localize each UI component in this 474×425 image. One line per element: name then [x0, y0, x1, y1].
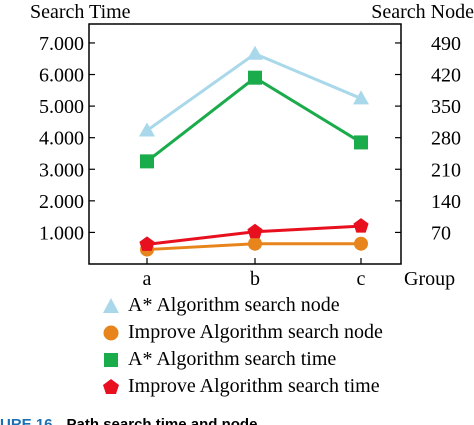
data-point-improve-algorithm-search-node: [248, 236, 262, 251]
right-tick-label: 280: [431, 128, 461, 150]
series-line-a-algorithm-search-node: [146, 52, 362, 132]
data-point-improve-algorithm-search-time: [353, 218, 369, 233]
x-tick-label: a: [143, 268, 152, 290]
legend: A* Algorithm search node Improve Algorit…: [100, 292, 383, 400]
left-tick-label: 7.000: [39, 33, 84, 55]
data-point-improve-algorithm-search-time: [247, 223, 263, 239]
legend-item-a-star-node: A* Algorithm search node: [100, 292, 383, 319]
x-axis-title: Group: [404, 268, 455, 290]
legend-label: A* Algorithm search time: [128, 348, 337, 370]
data-point-a-algorithm-search-time: [140, 154, 154, 169]
x-tick-label: c: [357, 268, 366, 290]
right-tick-label: 490: [431, 33, 461, 55]
legend-item-improve-time: Improve Algorithm search time: [100, 373, 383, 400]
left-axis-title: Search Time: [30, 1, 131, 23]
right-tick-label: 140: [431, 191, 461, 213]
data-point-improve-algorithm-search-node: [354, 236, 368, 251]
legend-label: A* Algorithm search node: [128, 294, 340, 316]
pentagon-marker-icon: [103, 378, 119, 394]
right-axis-title: Search Node: [371, 1, 474, 23]
figure-number: URE 16: [0, 416, 53, 425]
data-point-a-algorithm-search-node: [247, 45, 263, 60]
triangle-marker-icon: [103, 297, 119, 313]
legend-label: Improve Algorithm search node: [128, 321, 383, 343]
left-tick-label: 4.000: [39, 128, 84, 150]
series-line-a-algorithm-search-time: [146, 75, 362, 163]
right-tick-label: 350: [431, 96, 461, 118]
left-tick-label: 5.000: [39, 96, 84, 118]
square-marker-icon: [104, 352, 118, 367]
right-tick-label: 420: [431, 65, 461, 87]
left-tick-label: 2.000: [39, 191, 84, 213]
data-point-a-algorithm-search-time: [248, 70, 262, 85]
left-tick-label: 1.000: [39, 222, 84, 244]
legend-item-a-star-time: A* Algorithm search time: [100, 346, 383, 373]
right-tick-label: 70: [431, 222, 451, 244]
left-tick-label: 6.000: [39, 65, 84, 87]
left-tick-label: 3.000: [39, 159, 84, 181]
data-point-a-algorithm-search-time: [354, 135, 368, 150]
figure-title: Path search time and node: [66, 416, 258, 425]
x-tick-label: b: [250, 268, 260, 290]
figure-caption: URE 16 Path search time and node: [0, 410, 257, 425]
right-tick-label: 210: [431, 159, 461, 181]
circle-marker-icon: [103, 325, 119, 340]
plot-frame: [88, 23, 402, 265]
legend-label: Improve Algorithm search time: [128, 375, 380, 397]
data-point-a-algorithm-search-node: [353, 90, 369, 105]
chart: Search Time Search Node 1.000 2.000 3.000 4…: [30, 1, 474, 290]
data-point-improve-algorithm-search-time: [139, 236, 155, 251]
data-point-a-algorithm-search-node: [139, 122, 155, 137]
legend-item-improve-node: Improve Algorithm search node: [100, 319, 383, 346]
